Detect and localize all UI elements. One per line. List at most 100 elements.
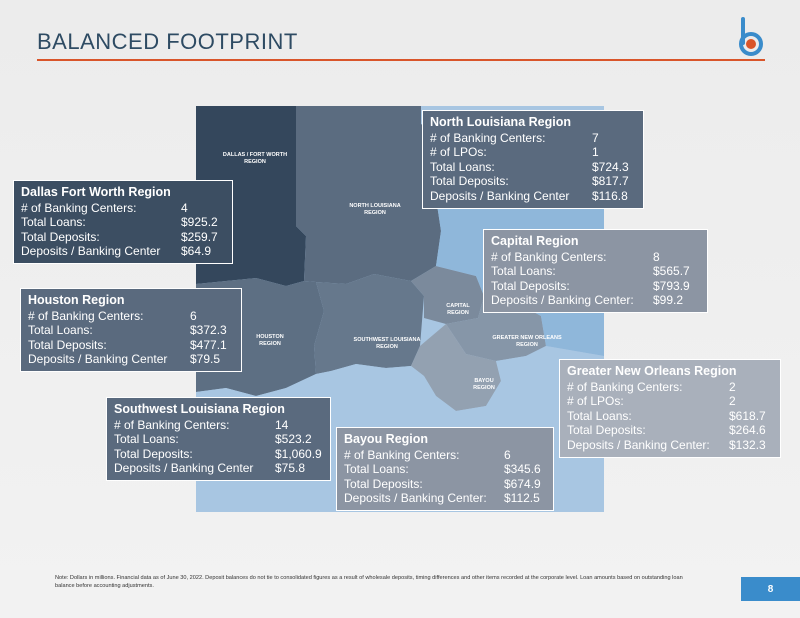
stat-value: 2	[729, 379, 736, 394]
region-title: North Louisiana Region	[430, 115, 571, 129]
stat-label: Total Deposits:	[567, 423, 646, 438]
map-label-bayou: BAYOU REGION	[473, 378, 495, 391]
bayou-region-box: Bayou Region # of Banking Centers: 6 Tota…	[336, 427, 554, 511]
stat-row: # of LPOs: 1	[430, 145, 636, 160]
region-title: Greater New Orleans Region	[567, 364, 737, 378]
stat-row: Total Loans: $925.2	[21, 215, 225, 230]
stat-label: # of Banking Centers:	[21, 200, 137, 215]
stat-row: Deposits / Banking Center: $99.2	[491, 293, 700, 308]
stat-row: Deposits / Banking Center: $132.3	[567, 438, 773, 453]
stat-label: Total Loans:	[430, 159, 495, 174]
stat-value: $477.1	[190, 337, 227, 352]
stat-value: $345.6	[504, 462, 541, 477]
stat-row: # of Banking Centers: 4	[21, 201, 225, 216]
stat-value: $372.3	[190, 323, 227, 338]
stat-label: Total Loans:	[21, 215, 86, 230]
map-label-greater-new-orleans: GREATER NEW ORLEANS REGION	[492, 335, 562, 348]
stat-row: # of Banking Centers: 6	[28, 309, 234, 324]
stat-value: 7	[592, 130, 599, 145]
stat-label: Total Deposits:	[21, 229, 100, 244]
stat-label: # of Banking Centers:	[344, 447, 460, 462]
stat-label: # of Banking Centers:	[567, 379, 683, 394]
dallas-region-box: Dallas Fort Worth Region # of Banking Ce…	[13, 180, 233, 264]
north-louisiana-region-box: North Louisiana Region # of Banking Cent…	[422, 110, 644, 209]
stat-row: Total Deposits: $793.9	[491, 279, 700, 294]
stat-row: # of Banking Centers: 14	[114, 418, 323, 433]
map-label-dallas: DALLAS / FORT WORTH REGION	[222, 152, 288, 165]
stat-row: Deposits / Banking Center $64.9	[21, 244, 225, 259]
stat-value: $75.8	[275, 461, 306, 476]
stat-label: Deposits / Banking Center:	[491, 293, 634, 308]
stat-label: Deposits / Banking Center	[114, 461, 254, 476]
stat-label: # of LPOs:	[430, 145, 487, 160]
map-label-houston: HOUSTON REGION	[256, 334, 284, 347]
stat-row: Total Loans: $724.3	[430, 160, 636, 175]
stat-value: $116.8	[592, 188, 628, 203]
southwest-louisiana-region-box: Southwest Louisiana Region # of Banking …	[106, 397, 331, 481]
stat-label: Total Deposits:	[491, 278, 570, 293]
stat-value: $674.9	[504, 476, 541, 491]
region-title: Dallas Fort Worth Region	[21, 185, 171, 199]
map-label-southwest-louisiana: SOUTHWEST LOUISIANA REGION	[353, 337, 421, 350]
stat-value: $112.5	[504, 491, 540, 506]
capital-region-box: Capital Region # of Banking Centers: 8 To…	[483, 229, 708, 313]
stat-row: Total Deposits: $817.7	[430, 174, 636, 189]
stat-value: 4	[181, 200, 188, 215]
stat-row: # of LPOs: 2	[567, 394, 773, 409]
stat-label: Deposits / Banking Center	[28, 352, 168, 367]
stat-row: Total Loans: $523.2	[114, 432, 323, 447]
greater-new-orleans-region-box: Greater New Orleans Region # of Banking …	[559, 359, 781, 458]
stat-value: $132.3	[729, 437, 766, 452]
stat-label: Total Loans:	[344, 462, 409, 477]
title-underline	[37, 59, 765, 61]
stat-label: Total Deposits:	[430, 174, 509, 189]
stat-value: $64.9	[181, 244, 212, 259]
stat-row: Deposits / Banking Center $75.8	[114, 461, 323, 476]
stat-value: $264.6	[729, 423, 766, 438]
region-title: Bayou Region	[344, 432, 429, 446]
stat-row: Total Deposits: $259.7	[21, 230, 225, 245]
footnote: Note: Dollars in millions. Financial dat…	[55, 575, 683, 589]
stat-row: # of Banking Centers: 2	[567, 380, 773, 395]
stat-row: Total Deposits: $264.6	[567, 423, 773, 438]
stat-label: Deposits / Banking Center	[21, 244, 161, 259]
stat-label: # of Banking Centers:	[114, 417, 230, 432]
stat-row: Deposits / Banking Center $116.8	[430, 189, 636, 204]
stat-row: Total Deposits: $674.9	[344, 477, 546, 492]
stat-row: Total Loans: $372.3	[28, 323, 234, 338]
stat-label: Total Deposits:	[344, 476, 423, 491]
stat-value: $817.7	[592, 174, 629, 189]
stat-value: 1	[592, 145, 599, 160]
page-title: BALANCED FOOTPRINT	[37, 29, 298, 54]
stat-value: $1,060.9	[275, 446, 322, 461]
stat-value: $523.2	[275, 432, 312, 447]
map-label-capital: CAPITAL REGION	[446, 303, 470, 316]
stat-value: 14	[275, 417, 289, 432]
stat-row: Total Deposits: $477.1	[28, 338, 234, 353]
stat-value: $79.5	[190, 352, 221, 367]
stat-value: $925.2	[181, 215, 218, 230]
stat-value: $793.9	[653, 278, 690, 293]
stat-value: 2	[729, 394, 736, 409]
region-title: Southwest Louisiana Region	[114, 402, 285, 416]
stat-value: $99.2	[653, 293, 684, 308]
stat-row: # of Banking Centers: 7	[430, 131, 636, 146]
stat-label: Total Loans:	[28, 323, 93, 338]
stat-row: Total Deposits: $1,060.9	[114, 447, 323, 462]
stat-label: # of Banking Centers:	[28, 308, 144, 323]
stat-label: Total Loans:	[491, 264, 556, 279]
stat-row: Deposits / Banking Center $79.5	[28, 352, 234, 367]
stat-value: 6	[504, 447, 511, 462]
stat-row: Deposits / Banking Center: $112.5	[344, 491, 546, 506]
stat-label: Deposits / Banking Center	[430, 188, 570, 203]
stat-label: # of LPOs:	[567, 394, 624, 409]
page-number: 8	[741, 577, 800, 601]
stat-value: 6	[190, 308, 197, 323]
stat-row: Total Loans: $345.6	[344, 462, 546, 477]
stat-row: Total Loans: $618.7	[567, 409, 773, 424]
region-title: Houston Region	[28, 293, 125, 307]
stat-label: Total Loans:	[567, 408, 632, 423]
stat-row: # of Banking Centers: 6	[344, 448, 546, 463]
stat-value: 8	[653, 249, 660, 264]
stat-label: Deposits / Banking Center:	[567, 437, 710, 452]
